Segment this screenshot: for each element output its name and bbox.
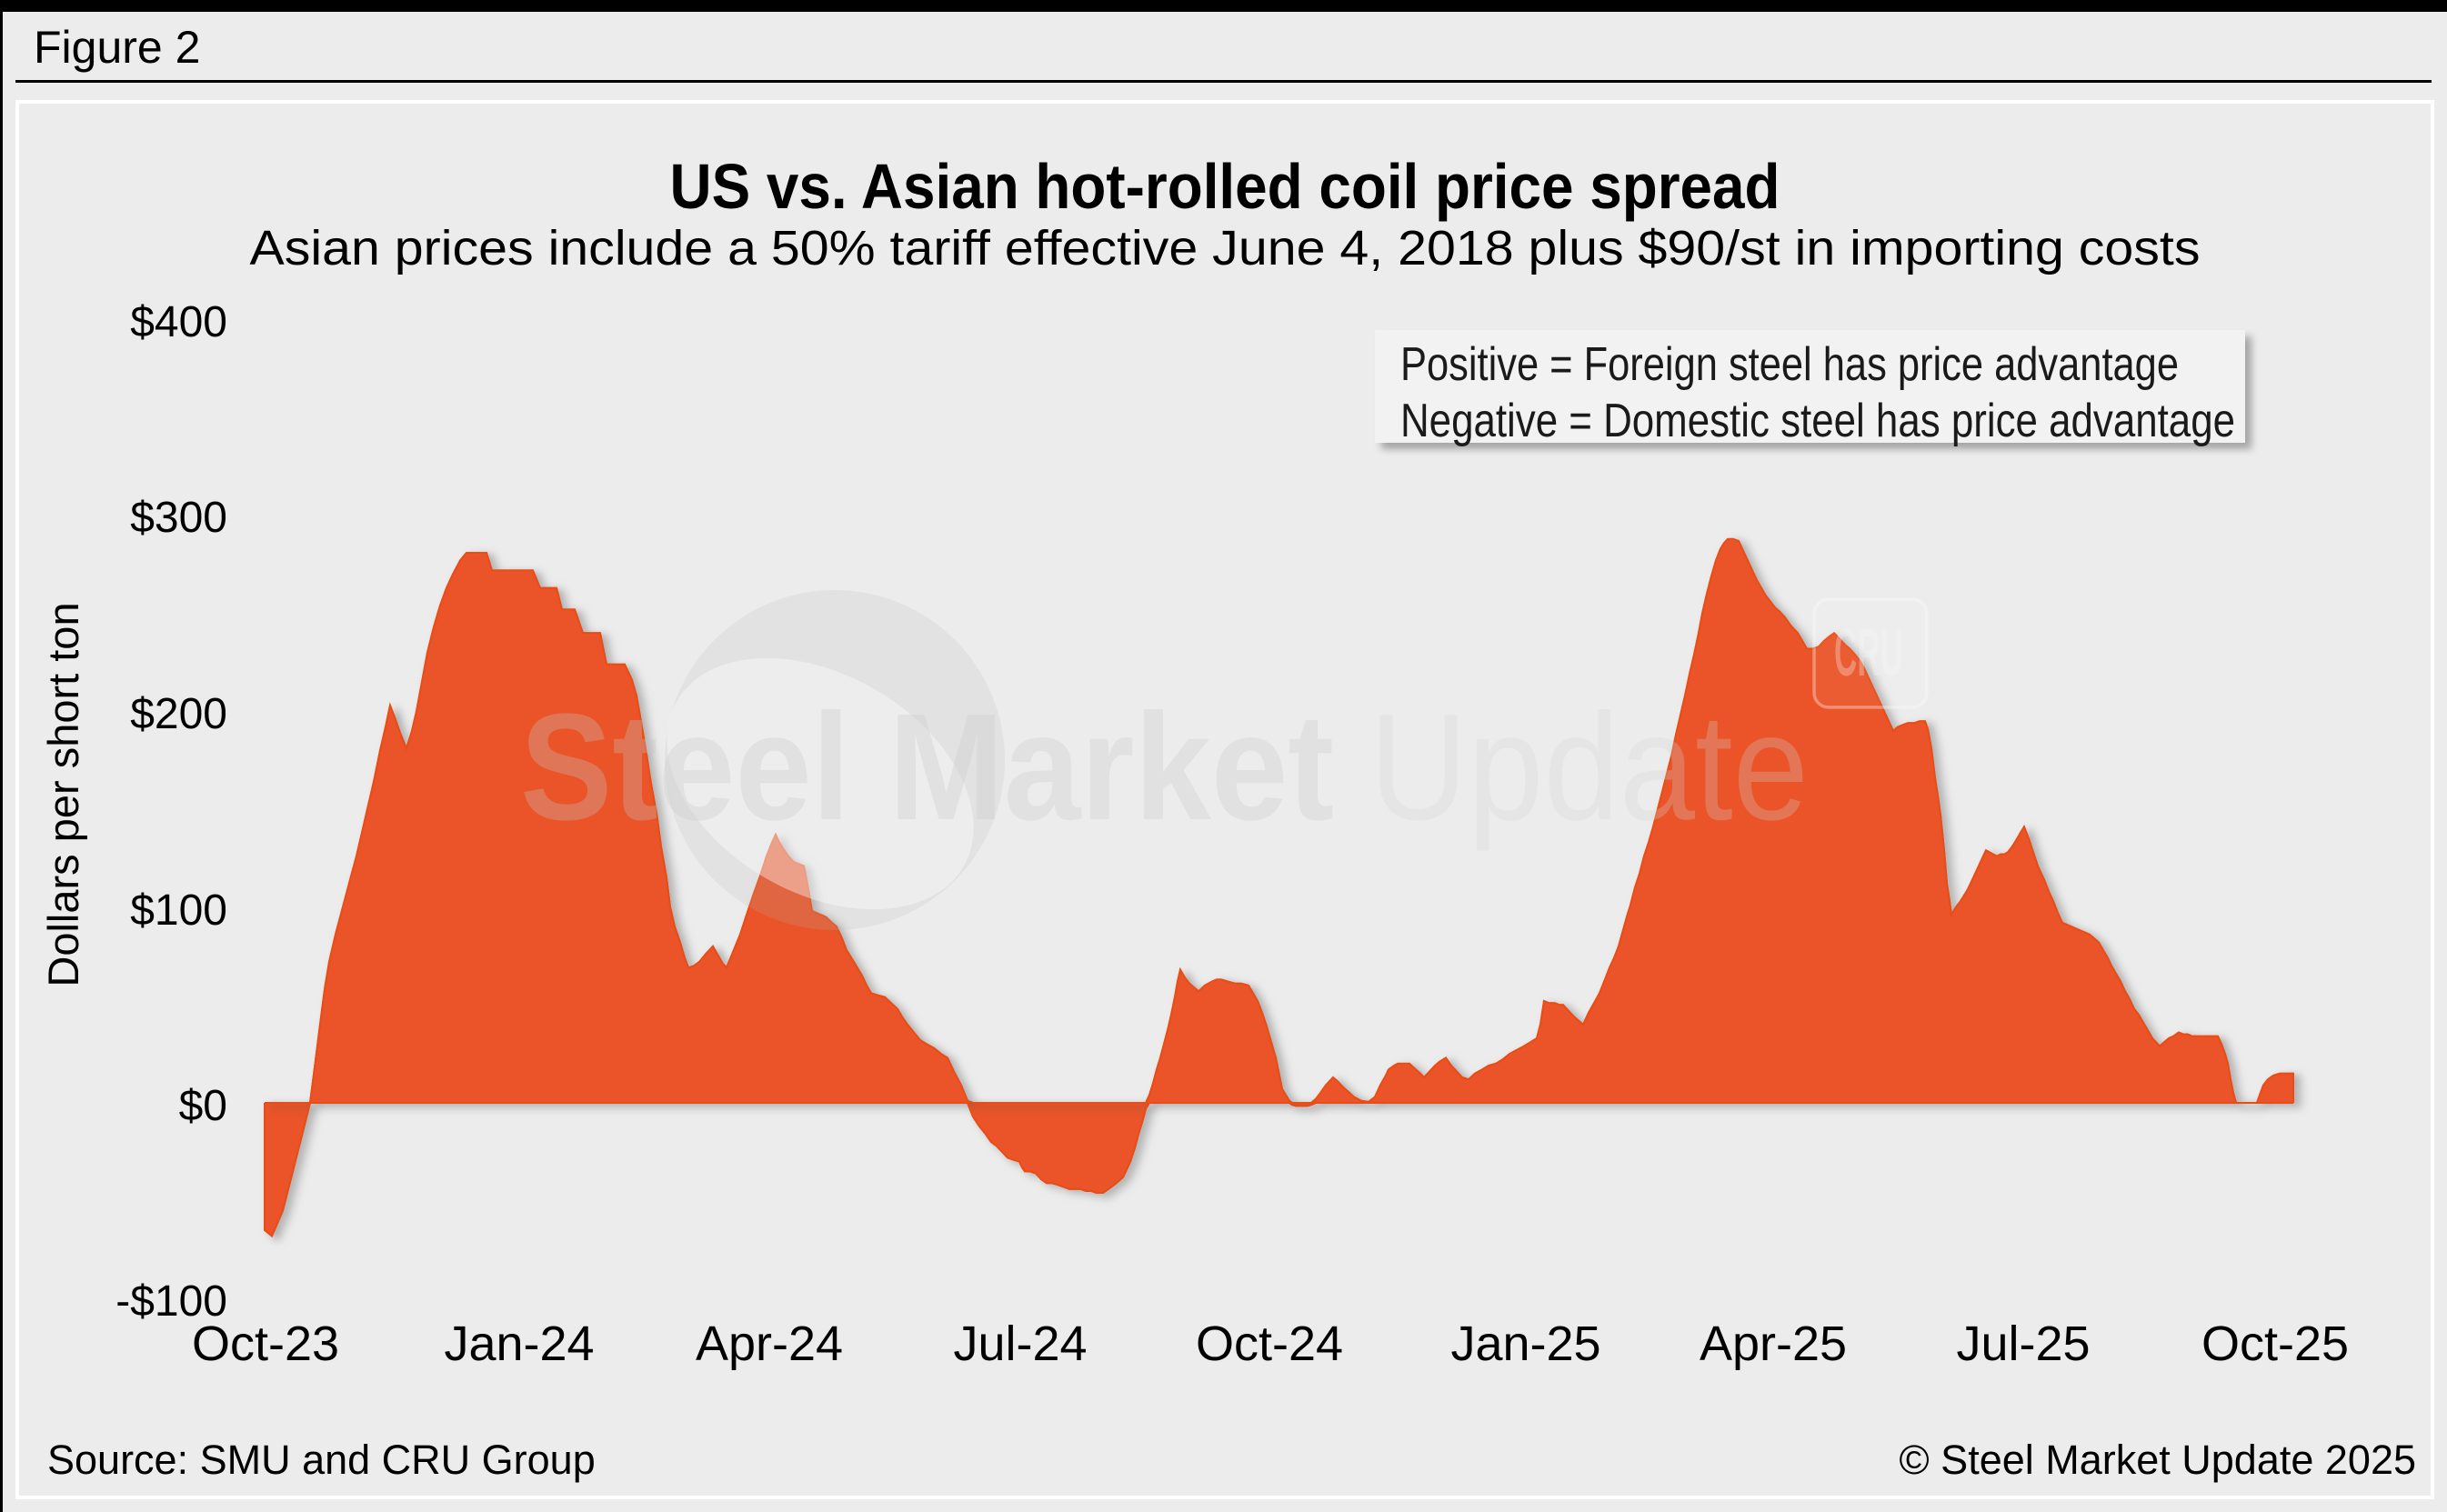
svg-text:Jul-25: Jul-25 [1956,1317,2090,1371]
svg-text:Steel Market: Steel Market [520,683,1334,852]
svg-text:Apr-24: Apr-24 [696,1317,843,1371]
svg-text:© Steel Market Update 2025: © Steel Market Update 2025 [1900,1437,2416,1483]
svg-text:US vs. Asian hot-rolled coil p: US vs. Asian hot-rolled coil price sprea… [670,151,1780,222]
svg-text:$100: $100 [130,886,227,935]
svg-text:Apr-25: Apr-25 [1700,1317,1847,1371]
svg-text:Dollars per short ton: Dollars per short ton [39,602,87,986]
svg-text:$400: $400 [130,298,227,346]
svg-text:$0: $0 [179,1082,227,1130]
svg-text:-$100: -$100 [115,1277,227,1326]
svg-text:Jul-24: Jul-24 [953,1317,1087,1371]
svg-text:Oct-24: Oct-24 [1196,1317,1343,1371]
svg-text:Jan-24: Jan-24 [444,1317,594,1371]
svg-text:Oct-23: Oct-23 [192,1317,339,1371]
svg-text:$200: $200 [130,690,227,738]
svg-text:Oct-25: Oct-25 [2201,1317,2349,1371]
svg-text:Positive = Foreign steel has p: Positive = Foreign steel has price advan… [1400,338,2179,391]
svg-text:CRU: CRU [1834,615,1903,690]
svg-text:Negative = Domestic steel has: Negative = Domestic steel has price adva… [1400,395,2235,447]
svg-text:Update: Update [1369,683,1809,852]
svg-text:Source: SMU and CRU Group: Source: SMU and CRU Group [47,1437,596,1483]
svg-text:Jan-25: Jan-25 [1450,1317,1600,1371]
svg-text:$300: $300 [130,494,227,542]
svg-text:Asian prices include a 50% tar: Asian prices include a 50% tariff effect… [250,221,2201,275]
